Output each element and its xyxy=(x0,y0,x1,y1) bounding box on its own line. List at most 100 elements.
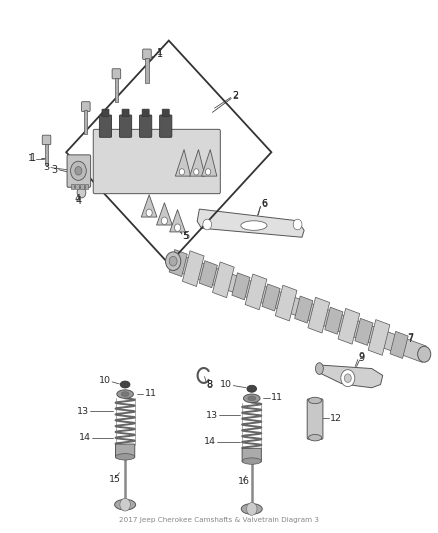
Polygon shape xyxy=(156,203,172,225)
Ellipse shape xyxy=(241,504,262,514)
Polygon shape xyxy=(390,332,408,358)
Text: 6: 6 xyxy=(262,199,268,209)
Circle shape xyxy=(341,369,355,386)
Circle shape xyxy=(179,168,184,175)
Text: 10: 10 xyxy=(220,380,232,389)
Polygon shape xyxy=(212,262,234,297)
FancyBboxPatch shape xyxy=(102,109,109,117)
FancyBboxPatch shape xyxy=(162,109,169,117)
Text: 11: 11 xyxy=(272,393,283,402)
Polygon shape xyxy=(276,285,297,321)
Circle shape xyxy=(71,161,86,180)
Text: 14: 14 xyxy=(79,433,91,442)
Polygon shape xyxy=(182,251,204,287)
Circle shape xyxy=(75,166,82,175)
Bar xyxy=(71,184,74,189)
Ellipse shape xyxy=(116,454,135,460)
Text: 3: 3 xyxy=(51,165,57,175)
Polygon shape xyxy=(232,273,250,300)
FancyBboxPatch shape xyxy=(159,115,172,138)
Polygon shape xyxy=(338,309,360,344)
Bar xyxy=(85,184,88,189)
Ellipse shape xyxy=(169,256,177,266)
Polygon shape xyxy=(317,365,383,387)
Text: 9: 9 xyxy=(359,353,365,363)
Polygon shape xyxy=(190,150,205,176)
Bar xyxy=(115,78,118,102)
Text: 1: 1 xyxy=(156,49,162,57)
Ellipse shape xyxy=(248,396,256,401)
Ellipse shape xyxy=(418,346,431,362)
Text: 12: 12 xyxy=(330,414,343,423)
Circle shape xyxy=(174,224,180,231)
Polygon shape xyxy=(295,296,313,323)
FancyBboxPatch shape xyxy=(99,115,112,138)
Polygon shape xyxy=(245,274,267,310)
Ellipse shape xyxy=(244,394,260,402)
Polygon shape xyxy=(141,195,157,217)
Text: 16: 16 xyxy=(238,478,250,486)
Polygon shape xyxy=(368,320,390,356)
Text: 2: 2 xyxy=(232,91,238,101)
Text: 4: 4 xyxy=(75,194,81,203)
Circle shape xyxy=(203,219,212,230)
Text: 7: 7 xyxy=(407,334,413,344)
Text: 13: 13 xyxy=(77,407,89,416)
Text: 5: 5 xyxy=(183,232,189,241)
Circle shape xyxy=(77,187,86,198)
Text: 10: 10 xyxy=(99,376,111,385)
FancyBboxPatch shape xyxy=(81,102,90,111)
FancyBboxPatch shape xyxy=(140,115,152,138)
Text: 15: 15 xyxy=(109,475,121,483)
Ellipse shape xyxy=(166,252,181,270)
FancyBboxPatch shape xyxy=(307,399,323,439)
Text: 3: 3 xyxy=(43,163,49,172)
FancyBboxPatch shape xyxy=(122,109,129,117)
Text: 6: 6 xyxy=(262,199,268,208)
Circle shape xyxy=(161,217,167,224)
Polygon shape xyxy=(169,249,187,277)
Polygon shape xyxy=(199,261,217,288)
Bar xyxy=(80,184,84,189)
Ellipse shape xyxy=(247,385,257,392)
Bar xyxy=(145,59,148,83)
FancyBboxPatch shape xyxy=(143,49,151,60)
Circle shape xyxy=(205,168,211,175)
Text: 13: 13 xyxy=(205,411,218,420)
Bar xyxy=(84,110,88,134)
Ellipse shape xyxy=(308,434,321,441)
Text: 1: 1 xyxy=(29,153,35,163)
Polygon shape xyxy=(171,253,426,362)
Circle shape xyxy=(344,374,351,382)
Ellipse shape xyxy=(117,390,134,398)
Ellipse shape xyxy=(115,499,136,510)
Polygon shape xyxy=(325,307,343,334)
Text: 1: 1 xyxy=(28,154,34,163)
Polygon shape xyxy=(175,150,191,176)
Text: 9: 9 xyxy=(359,352,365,361)
Text: 4: 4 xyxy=(76,196,82,206)
FancyBboxPatch shape xyxy=(112,69,121,79)
Ellipse shape xyxy=(120,381,130,388)
FancyBboxPatch shape xyxy=(142,109,149,117)
Bar xyxy=(75,184,79,189)
Polygon shape xyxy=(197,209,304,237)
Text: 5: 5 xyxy=(183,231,190,241)
Text: 1: 1 xyxy=(156,49,162,59)
FancyBboxPatch shape xyxy=(116,444,135,458)
Ellipse shape xyxy=(241,221,267,230)
Circle shape xyxy=(146,209,152,216)
Text: 8: 8 xyxy=(207,380,213,389)
Circle shape xyxy=(194,168,199,175)
FancyBboxPatch shape xyxy=(242,448,261,462)
Text: 2: 2 xyxy=(232,91,238,100)
Ellipse shape xyxy=(242,458,261,464)
Text: 2017 Jeep Cherokee Camshafts & Valvetrain Diagram 3: 2017 Jeep Cherokee Camshafts & Valvetrai… xyxy=(119,516,319,523)
Text: 7: 7 xyxy=(407,333,413,342)
Polygon shape xyxy=(308,297,330,333)
Circle shape xyxy=(247,503,257,515)
Ellipse shape xyxy=(121,392,129,397)
Polygon shape xyxy=(201,150,217,176)
Text: 14: 14 xyxy=(204,438,216,447)
Polygon shape xyxy=(170,209,185,232)
